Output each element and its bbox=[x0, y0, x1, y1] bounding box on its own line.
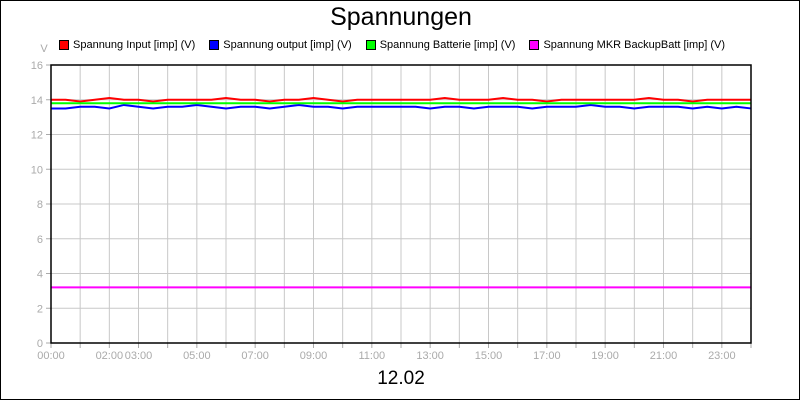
legend-item: Spannung Batterie [imp] (V) bbox=[365, 39, 516, 51]
y-tick-label: 4 bbox=[37, 269, 43, 281]
legend-label: Spannung Input [imp] (V) bbox=[73, 39, 196, 51]
x-tick-label: 03:00 bbox=[125, 350, 153, 362]
x-tick-label: 17:00 bbox=[533, 350, 561, 362]
x-tick-label: 05:00 bbox=[183, 350, 211, 362]
plot-frame bbox=[50, 64, 752, 344]
y-axis-unit: V bbox=[40, 43, 48, 55]
x-tick-label: 23:00 bbox=[708, 350, 736, 362]
y-tick-label: 8 bbox=[37, 199, 43, 211]
legend-swatch bbox=[529, 40, 540, 50]
x-tick-label: 13:00 bbox=[416, 350, 444, 362]
legend-item: Spannung output [imp] (V) bbox=[209, 39, 352, 51]
legend-swatch bbox=[209, 40, 220, 50]
y-tick-label: 2 bbox=[37, 303, 43, 315]
y-tick-label: 0 bbox=[37, 338, 43, 350]
x-tick-label: 02:00 bbox=[96, 350, 124, 362]
legend-label: Spannung Batterie [imp] (V) bbox=[379, 39, 516, 51]
series-line bbox=[51, 103, 752, 110]
legend-item: Spannung MKR BackupBatt [imp] (V) bbox=[529, 39, 725, 51]
series-line bbox=[51, 97, 751, 103]
legend-swatch bbox=[365, 40, 376, 50]
legend-label: Spannung MKR BackupBatt [imp] (V) bbox=[543, 39, 726, 51]
y-tick-label: 6 bbox=[37, 234, 43, 246]
chart-title: Spannungen bbox=[330, 3, 472, 31]
x-axis-label: 12.02 bbox=[377, 368, 425, 389]
legend-label: Spannung output [imp] (V) bbox=[223, 39, 352, 51]
x-tick-label: 21:00 bbox=[650, 350, 678, 362]
x-tick-label: 11:00 bbox=[358, 350, 385, 362]
y-tick-label: 10 bbox=[31, 164, 43, 176]
y-tick-label: 12 bbox=[31, 130, 43, 142]
legend-swatch bbox=[59, 40, 69, 50]
x-tick-label: 15:00 bbox=[475, 350, 503, 362]
x-tick-label: 09:00 bbox=[300, 350, 328, 362]
y-tick-label: 16 bbox=[31, 60, 43, 72]
y-tick-label: 14 bbox=[31, 95, 43, 107]
legend-item: Spannung Input [imp] (V) bbox=[59, 39, 195, 51]
x-tick-label: 07:00 bbox=[241, 350, 269, 362]
x-tick-label: 19:00 bbox=[591, 350, 619, 362]
legend: Spannung Input [imp] (V) Spannung output … bbox=[59, 39, 739, 51]
x-tick-label: 00:00 bbox=[37, 350, 65, 362]
